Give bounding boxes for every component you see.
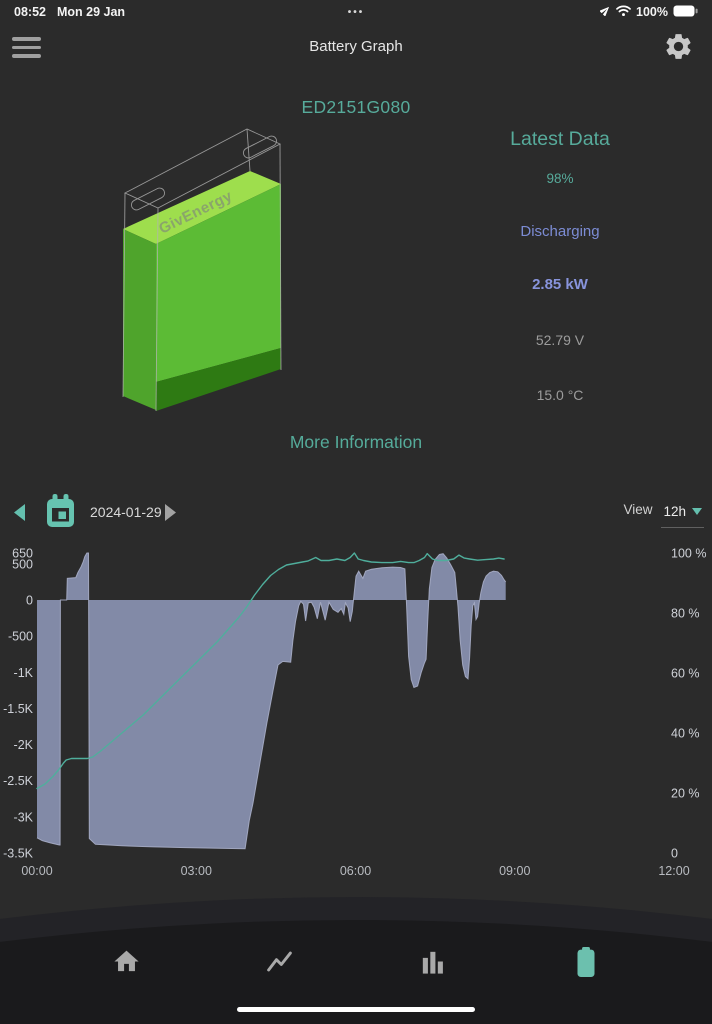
more-information-link[interactable]: More Information: [289, 432, 423, 452]
status-battery-icon: [673, 5, 698, 20]
settings-button[interactable]: [662, 31, 694, 63]
nav-line-chart-button[interactable]: [203, 942, 356, 984]
battery-bottom-face: [156, 348, 281, 411]
battery-id: ED2151G080: [301, 97, 411, 117]
battery-state: Discharging: [520, 223, 600, 240]
axis-tick-label: 500: [12, 557, 33, 571]
axis-tick-label: 60 %: [671, 667, 700, 681]
nav-battery-button[interactable]: [509, 942, 662, 984]
axis-tick-label: -2.5K: [3, 774, 34, 788]
nav-bar-chart-button[interactable]: [356, 942, 509, 984]
status-bar: 08:52 Mon 29 Jan ••• 100%: [0, 0, 712, 24]
menu-bar: [12, 54, 41, 58]
axis-tick-label: -500: [8, 630, 33, 644]
selected-date: 2024-01-29: [90, 504, 162, 520]
axis-tick-label: 80 %: [671, 607, 700, 621]
wifi-icon: [616, 5, 631, 20]
battery-left-face: [123, 229, 156, 410]
header: Battery Graph: [0, 24, 712, 72]
axis-tick-label: -2K: [14, 738, 34, 752]
gear-icon: [663, 34, 694, 65]
bottom-nav: [50, 942, 662, 984]
battery-nav-icon: [570, 945, 602, 982]
latest-data-heading: Latest Data: [510, 128, 610, 150]
axis-tick-label: 20 %: [671, 787, 700, 801]
status-date: Mon 29 Jan: [56, 5, 126, 19]
location-arrow-icon: [599, 5, 611, 19]
axis-tick-label: 12:00: [658, 864, 689, 878]
status-center-dots: •••: [347, 6, 365, 18]
axis-tick-label: 40 %: [671, 727, 700, 741]
axis-tick-label: 03:00: [181, 864, 212, 878]
view-range-value: 12h: [663, 503, 686, 519]
axis-tick-label: -3.5K: [3, 847, 34, 861]
calendar-icon: [44, 494, 78, 534]
view-range-dropdown[interactable]: 12h: [661, 500, 704, 528]
view-selector-row: View 12h: [623, 500, 704, 528]
soc-value: 98%: [546, 171, 574, 186]
axis-tick-label: 0: [26, 593, 33, 607]
next-day-button[interactable]: [165, 504, 176, 524]
line-chart-icon: [265, 947, 294, 979]
battery-top-face: [123, 171, 281, 244]
menu-button[interactable]: [12, 37, 41, 58]
previous-day-button[interactable]: [14, 504, 25, 524]
status-left: 08:52 Mon 29 Jan: [14, 5, 125, 19]
axis-tick-label: 06:00: [340, 864, 371, 878]
menu-bar: [12, 45, 41, 50]
temperature-value: 15.0 °C: [536, 387, 584, 403]
chevron-down-icon: [692, 502, 702, 520]
voltage-value: 52.79 V: [535, 332, 585, 348]
axis-tick-label: 0: [671, 847, 678, 861]
chevron-right-icon: [165, 504, 176, 524]
axis-tick-label: -1.5K: [3, 702, 34, 716]
axis-tick-label: -1K: [14, 666, 34, 680]
axis-tick-label: 00:00: [21, 864, 52, 878]
axis-tick-label: -3K: [14, 810, 34, 824]
status-time: 08:52: [14, 5, 46, 19]
battery-case-wireframe: [122, 128, 282, 412]
status-right: 100%: [599, 5, 698, 20]
view-label: View: [623, 502, 653, 517]
battery-illustration: GivEnergy: [122, 128, 282, 412]
date-nav-row: 2024-01-29 View 12h: [0, 492, 712, 534]
axis-tick-label: 09:00: [499, 864, 530, 878]
home-indicator[interactable]: [237, 1006, 475, 1012]
chevron-left-icon: [14, 504, 25, 524]
axis-tick-label: 100 %: [671, 547, 706, 561]
battery-front-face: [156, 184, 281, 382]
axis-tick-label: 650: [12, 547, 33, 561]
page-title: Battery Graph: [309, 38, 403, 55]
status-battery-pct: 100%: [636, 5, 668, 19]
nav-home-button[interactable]: [50, 942, 203, 984]
home-icon: [112, 947, 141, 979]
bottom-nav-area: [0, 870, 712, 1024]
calendar-button[interactable]: [44, 493, 78, 534]
bar-chart-icon: [418, 947, 447, 979]
menu-bar: [12, 37, 41, 41]
power-value: 2.85 kW: [532, 276, 588, 293]
